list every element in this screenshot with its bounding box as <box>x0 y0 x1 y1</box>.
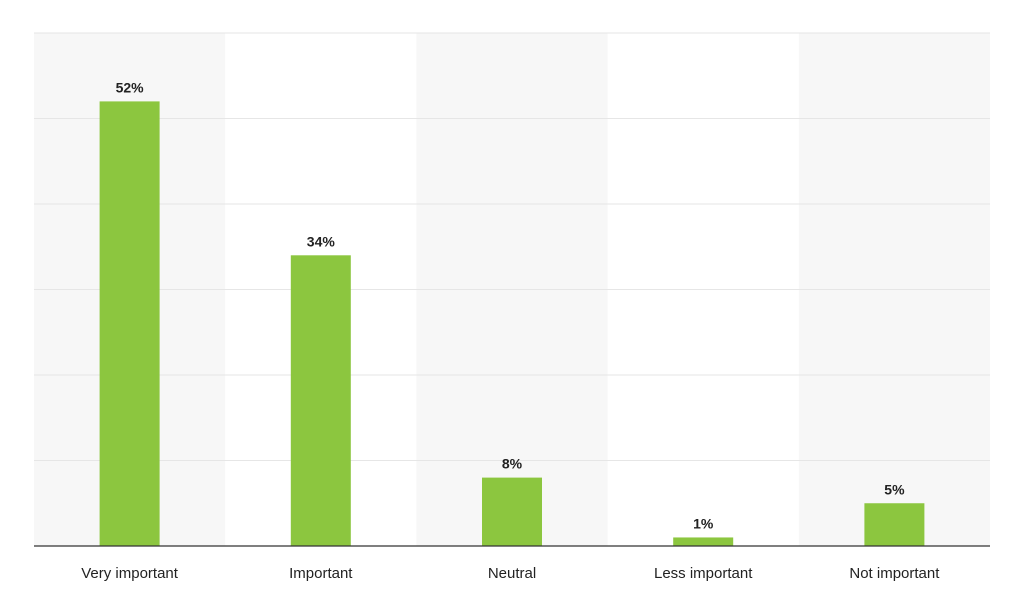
value-label: 34% <box>307 233 336 249</box>
bar <box>864 503 925 546</box>
category-label: Very important <box>81 565 179 582</box>
category-label: Less important <box>654 565 753 582</box>
bar <box>482 477 542 546</box>
bar <box>290 255 351 547</box>
category-labels: Very important Important Neutral Less impor… <box>81 565 940 582</box>
bars <box>99 101 925 547</box>
category-label: Neutral <box>488 565 536 582</box>
value-labels: 52% 34% 8% 1% 5% <box>116 79 905 531</box>
gridlines <box>34 32 990 461</box>
bar <box>99 101 160 547</box>
value-label: 52% <box>116 79 145 95</box>
category-label: Not important <box>849 565 940 582</box>
value-label: 5% <box>884 481 905 497</box>
value-label: 1% <box>693 515 714 531</box>
bar <box>673 537 734 546</box>
category-label: Important <box>289 565 353 582</box>
value-label: 8% <box>502 456 523 472</box>
